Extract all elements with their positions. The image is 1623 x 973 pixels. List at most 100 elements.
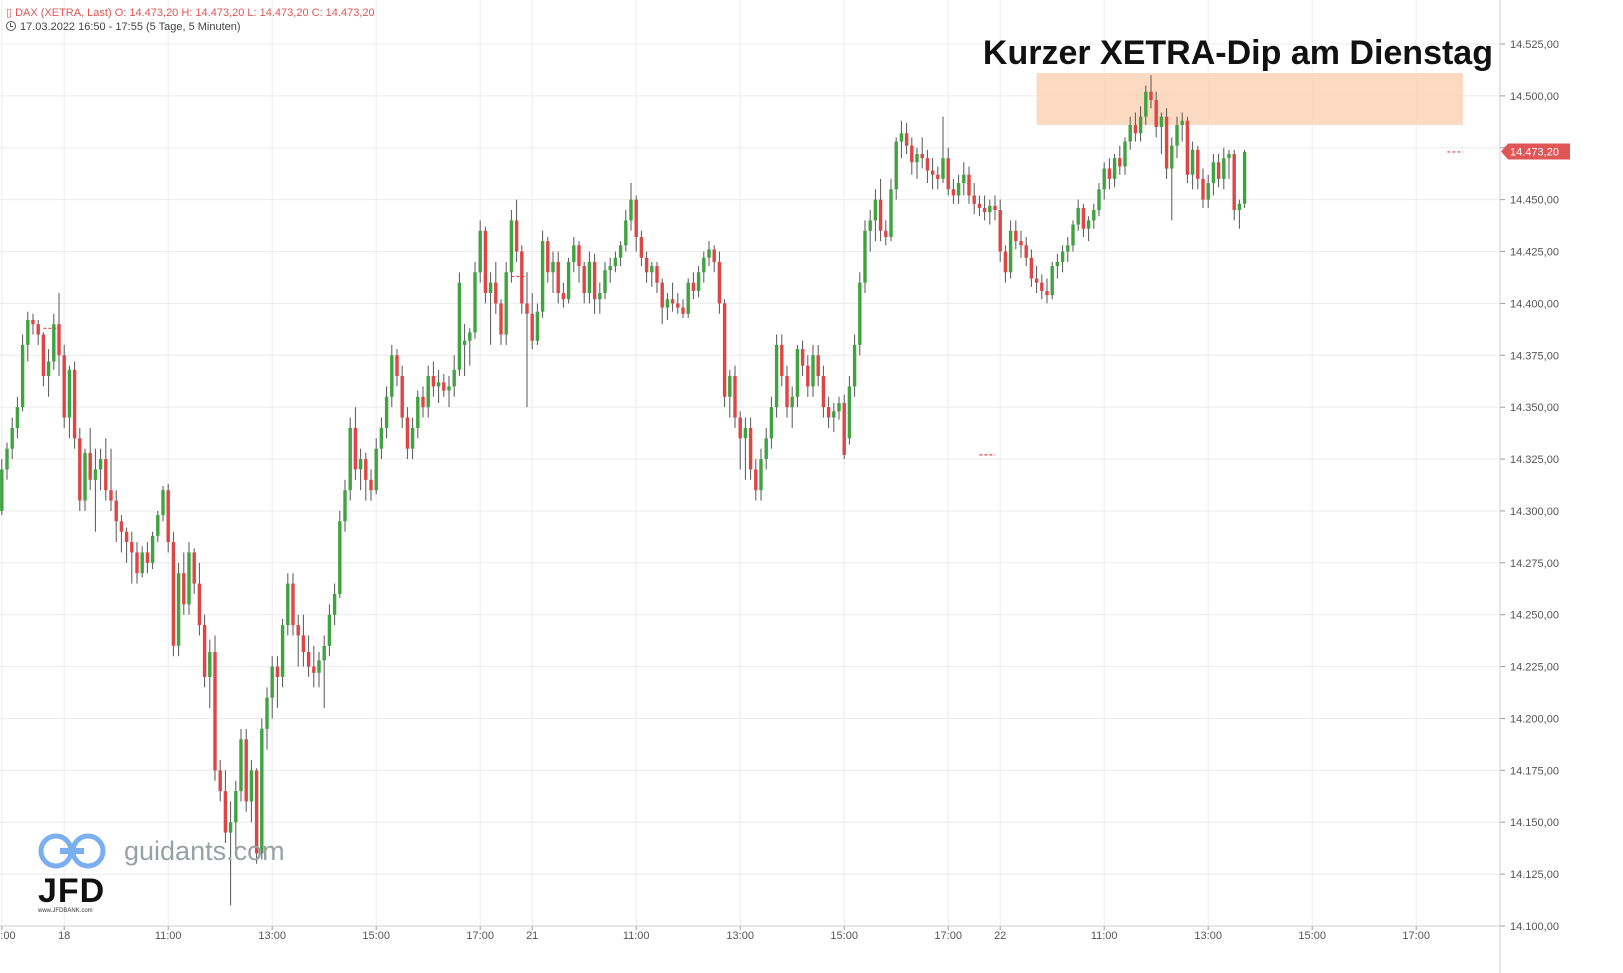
candle — [156, 510, 160, 543]
candle-body — [624, 220, 628, 246]
candle — [748, 417, 753, 480]
candle — [863, 220, 867, 294]
candle-body — [410, 427, 415, 449]
candle-body — [790, 396, 794, 408]
x-tick-label: 17:00 — [0, 930, 16, 942]
candle-body — [384, 396, 389, 428]
candle — [405, 407, 410, 460]
candles — [0, 75, 1247, 906]
candle — [426, 365, 430, 418]
x-tick-label: 17:00 — [934, 930, 962, 942]
candle — [10, 417, 14, 460]
y-tick-label: 14.400,00 — [1510, 298, 1559, 310]
last-price-label: 14.473,20 — [1510, 147, 1559, 159]
candle — [254, 768, 259, 864]
candle-body — [1107, 168, 1112, 179]
candle-body — [1190, 149, 1195, 175]
candle-body — [650, 266, 654, 273]
candle-body — [20, 344, 25, 408]
candle — [57, 293, 61, 377]
candle-body — [62, 355, 66, 418]
candle-body — [145, 552, 150, 563]
x-tick-label: 15:00 — [1298, 930, 1326, 942]
candle-body — [873, 199, 878, 221]
candle-body — [722, 303, 727, 397]
candle — [962, 162, 966, 196]
candle-body — [93, 469, 98, 480]
grid-lines — [0, 0, 1500, 927]
candle — [150, 531, 155, 570]
candle — [956, 174, 961, 204]
candle-body — [135, 552, 139, 574]
candle — [447, 376, 451, 408]
candle-body — [41, 334, 46, 377]
candle — [452, 355, 456, 397]
candle-body — [52, 324, 56, 362]
candle — [431, 361, 436, 397]
last-price-badge — [1501, 143, 1570, 160]
candle-body — [353, 427, 358, 470]
brand-name: guidants — [124, 836, 227, 866]
candle-body — [993, 205, 997, 211]
candle — [951, 178, 956, 204]
candle — [1118, 145, 1122, 175]
x-tick-label: 15:00 — [362, 930, 390, 942]
candle-body — [774, 344, 779, 408]
clock-icon — [6, 21, 16, 31]
candle — [925, 149, 930, 184]
candle-body — [1040, 282, 1044, 291]
candle-body — [192, 552, 196, 584]
candle — [639, 230, 644, 267]
candle-body — [499, 303, 503, 335]
x-tick-label: 22 — [994, 930, 1006, 942]
candle-body — [166, 490, 170, 543]
candle-body — [88, 452, 92, 480]
candle — [1211, 153, 1216, 196]
candle-body — [551, 261, 555, 273]
candle-body — [1242, 151, 1247, 204]
candle — [436, 369, 441, 404]
candle-body — [728, 376, 732, 397]
candle — [1242, 149, 1247, 208]
x-tick-label: 18 — [58, 930, 70, 942]
candle-body — [670, 299, 675, 304]
candle — [691, 272, 696, 300]
candle — [343, 479, 347, 532]
candle-body — [1008, 230, 1013, 273]
candle-body — [608, 266, 612, 271]
candle-body — [977, 203, 982, 208]
candle — [592, 253, 597, 314]
candle — [488, 272, 493, 345]
candle-body — [1050, 266, 1054, 296]
candle-body — [618, 245, 623, 258]
candle-body — [270, 666, 274, 698]
candle — [338, 510, 342, 599]
candle-body — [1196, 149, 1200, 179]
candle — [1003, 245, 1008, 283]
candle — [140, 546, 144, 578]
candle — [1227, 149, 1231, 179]
candle — [806, 355, 810, 397]
candle — [1008, 220, 1013, 279]
candle-body — [748, 427, 753, 470]
candle-body — [1014, 230, 1018, 242]
candle-body — [858, 282, 862, 345]
candle-body — [1180, 120, 1184, 125]
candle-body — [951, 189, 956, 196]
candle-body — [228, 822, 233, 833]
candle — [977, 195, 982, 217]
candle — [364, 452, 368, 501]
candle-body — [1185, 120, 1190, 175]
candle — [1060, 245, 1065, 273]
candle-body — [514, 220, 519, 252]
candle — [998, 199, 1002, 262]
candle — [468, 328, 472, 366]
candle-body — [754, 469, 758, 491]
candle — [603, 261, 607, 300]
candle — [1144, 85, 1148, 125]
candle — [1232, 149, 1236, 221]
candle — [1180, 112, 1184, 142]
candle-body — [1019, 241, 1023, 246]
candle-body — [530, 313, 534, 341]
candle — [546, 237, 550, 283]
